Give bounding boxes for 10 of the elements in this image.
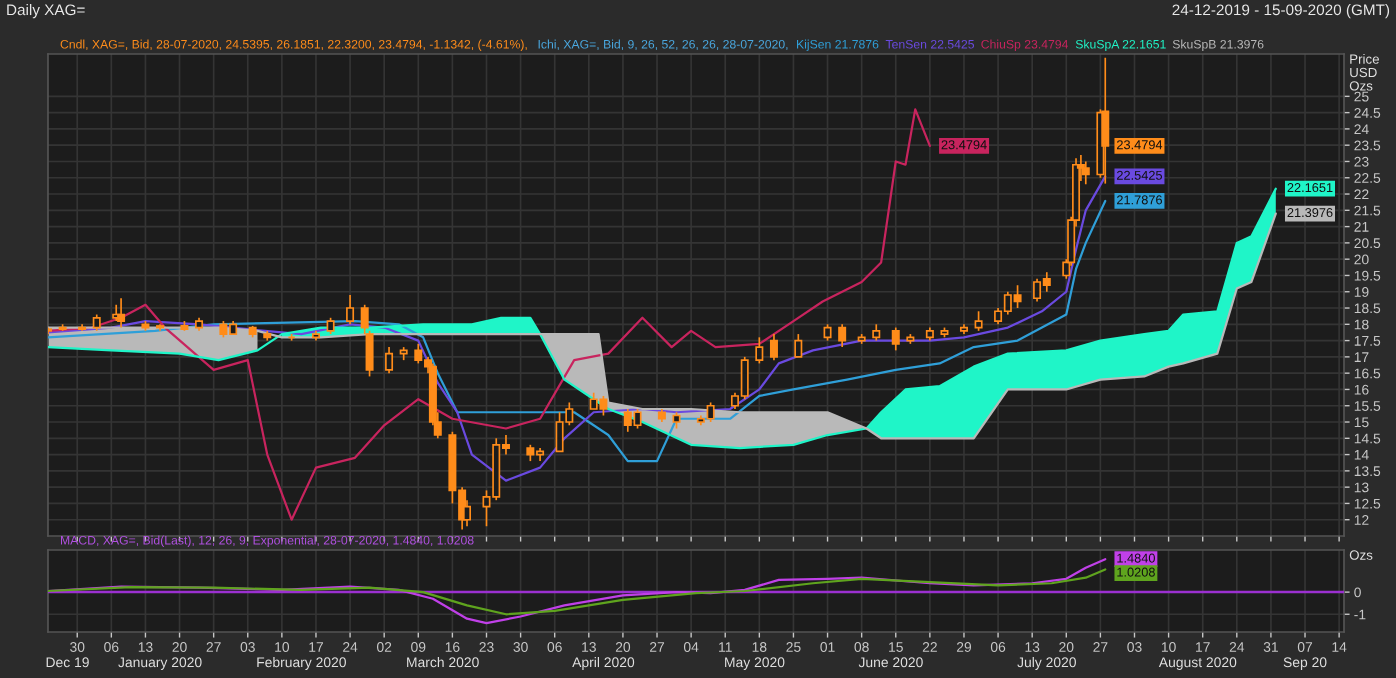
candlestick — [794, 333, 803, 358]
line-series — [48, 108, 931, 521]
candlestick — [385, 346, 394, 374]
candlestick — [346, 294, 355, 326]
candlestick — [755, 336, 764, 365]
candlestick — [769, 333, 778, 361]
candlestick — [891, 326, 900, 352]
candlestick — [838, 323, 847, 348]
candlestick — [974, 310, 983, 332]
line-series — [48, 568, 1107, 616]
